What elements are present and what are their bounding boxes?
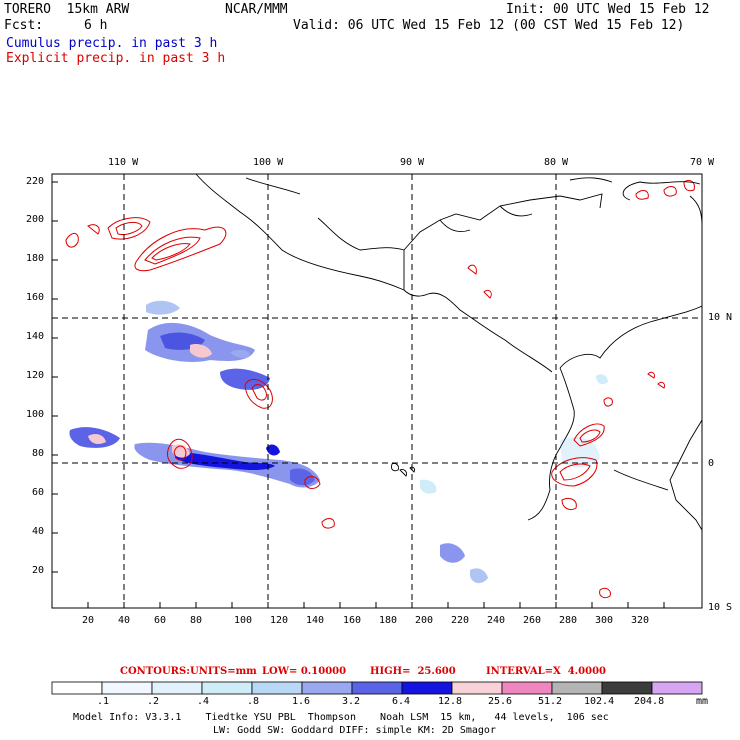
y-tick-label: 140	[26, 331, 45, 342]
x-tick-label: 160	[343, 615, 362, 626]
model-title: TORERO 15km ARW	[4, 2, 130, 17]
contour-high: HIGH= 25.600	[370, 666, 456, 677]
y-tick-label: 180	[26, 253, 45, 264]
coastlines	[195, 173, 703, 531]
y-tick-label: 220	[26, 176, 45, 187]
model-info-physics: LW: Godd SW: Goddard DIFF: simple KM: 2D…	[213, 725, 496, 736]
y-tick-label: 20	[32, 565, 45, 576]
lat-label: 10 S	[708, 602, 733, 613]
x-tick-label: 100	[234, 615, 253, 626]
x-tick-label: 260	[523, 615, 542, 626]
colorbar-box	[601, 681, 653, 695]
colorbar-label: .8	[247, 696, 260, 707]
colorbar-box	[251, 681, 303, 695]
colorbar-box	[301, 681, 353, 695]
valid-time: Valid: 06 UTC Wed 15 Feb 12 (00 CST Wed …	[293, 18, 685, 33]
x-tick-label: 180	[379, 615, 398, 626]
y-tick-label: 40	[32, 526, 45, 537]
x-tick-label: 140	[306, 615, 325, 626]
forecast-label: Fcst:	[4, 18, 44, 33]
colorbar-label: 102.4	[584, 696, 615, 707]
x-tick-label: 200	[415, 615, 434, 626]
colorbar	[51, 681, 703, 695]
colorbar-box	[651, 681, 703, 695]
cumulus-precip-shading	[69, 300, 608, 584]
y-tick-label: 60	[32, 487, 45, 498]
contour-low: LOW= 0.10000	[262, 666, 347, 677]
contour-interval: INTERVAL=X 4.0000	[486, 666, 606, 677]
x-tick-label: 300	[595, 615, 614, 626]
contour-units: UNITS=mm	[190, 666, 257, 677]
x-tick-label: 220	[451, 615, 470, 626]
colorbar-label: 25.6	[488, 696, 513, 707]
colorbar-unit: mm	[696, 696, 709, 707]
forecast-hours: 6 h	[84, 18, 108, 33]
colorbar-label: .2	[147, 696, 160, 707]
colorbar-label: 204.8	[634, 696, 665, 707]
x-tick-label: 120	[270, 615, 289, 626]
lon-label: 80 W	[544, 157, 569, 168]
lat-label: 0	[708, 458, 715, 469]
lon-label: 70 W	[690, 157, 715, 168]
colorbar-box	[51, 681, 103, 695]
init-time: Init: 00 UTC Wed 15 Feb 12	[506, 2, 710, 17]
x-tick-label: 280	[559, 615, 578, 626]
colorbar-label: .4	[197, 696, 210, 707]
lon-label: 90 W	[400, 157, 425, 168]
axis-ticks	[52, 181, 665, 608]
x-tick-label: 60	[154, 615, 167, 626]
x-tick-label: 40	[118, 615, 131, 626]
y-tick-label: 100	[26, 409, 45, 420]
plot-frame	[51, 173, 703, 609]
y-tick-label: 120	[26, 370, 45, 381]
y-tick-label: 200	[26, 214, 45, 225]
y-tick-label: 80	[32, 448, 45, 459]
colorbar-box	[401, 681, 453, 695]
colorbar-box	[551, 681, 603, 695]
colorbar-box	[151, 681, 203, 695]
field-title-explicit: Explicit precip. in past 3 h	[6, 51, 226, 66]
lon-label: 100 W	[253, 157, 284, 168]
colorbar-box	[201, 681, 253, 695]
colorbar-label: 12.8	[438, 696, 463, 707]
colorbar-label: .1	[97, 696, 110, 707]
x-tick-label: 20	[82, 615, 95, 626]
colorbar-label: 6.4	[392, 696, 411, 707]
x-tick-label: 240	[487, 615, 506, 626]
x-tick-label: 320	[631, 615, 650, 626]
y-tick-label: 160	[26, 292, 45, 303]
model-info: Model Info: V3.3.1 Tiedtke YSU PBL Thomp…	[73, 712, 609, 723]
colorbar-box	[351, 681, 403, 695]
colorbar-label: 1.6	[292, 696, 311, 707]
colorbar-box	[451, 681, 503, 695]
colorbar-label: 51.2	[538, 696, 563, 707]
lon-label: 110 W	[108, 157, 139, 168]
organization: NCAR/MMM	[225, 2, 288, 17]
colorbar-label: 3.2	[342, 696, 361, 707]
contour-label: CONTOURS:	[120, 666, 190, 677]
field-title-cumulus: Cumulus precip. in past 3 h	[6, 36, 218, 51]
lat-lon-grid	[52, 174, 702, 608]
colorbar-box	[101, 681, 153, 695]
colorbar-box	[501, 681, 553, 695]
lat-label: 10 N	[708, 312, 733, 323]
x-tick-label: 80	[190, 615, 203, 626]
explicit-precip-contours	[65, 179, 695, 599]
